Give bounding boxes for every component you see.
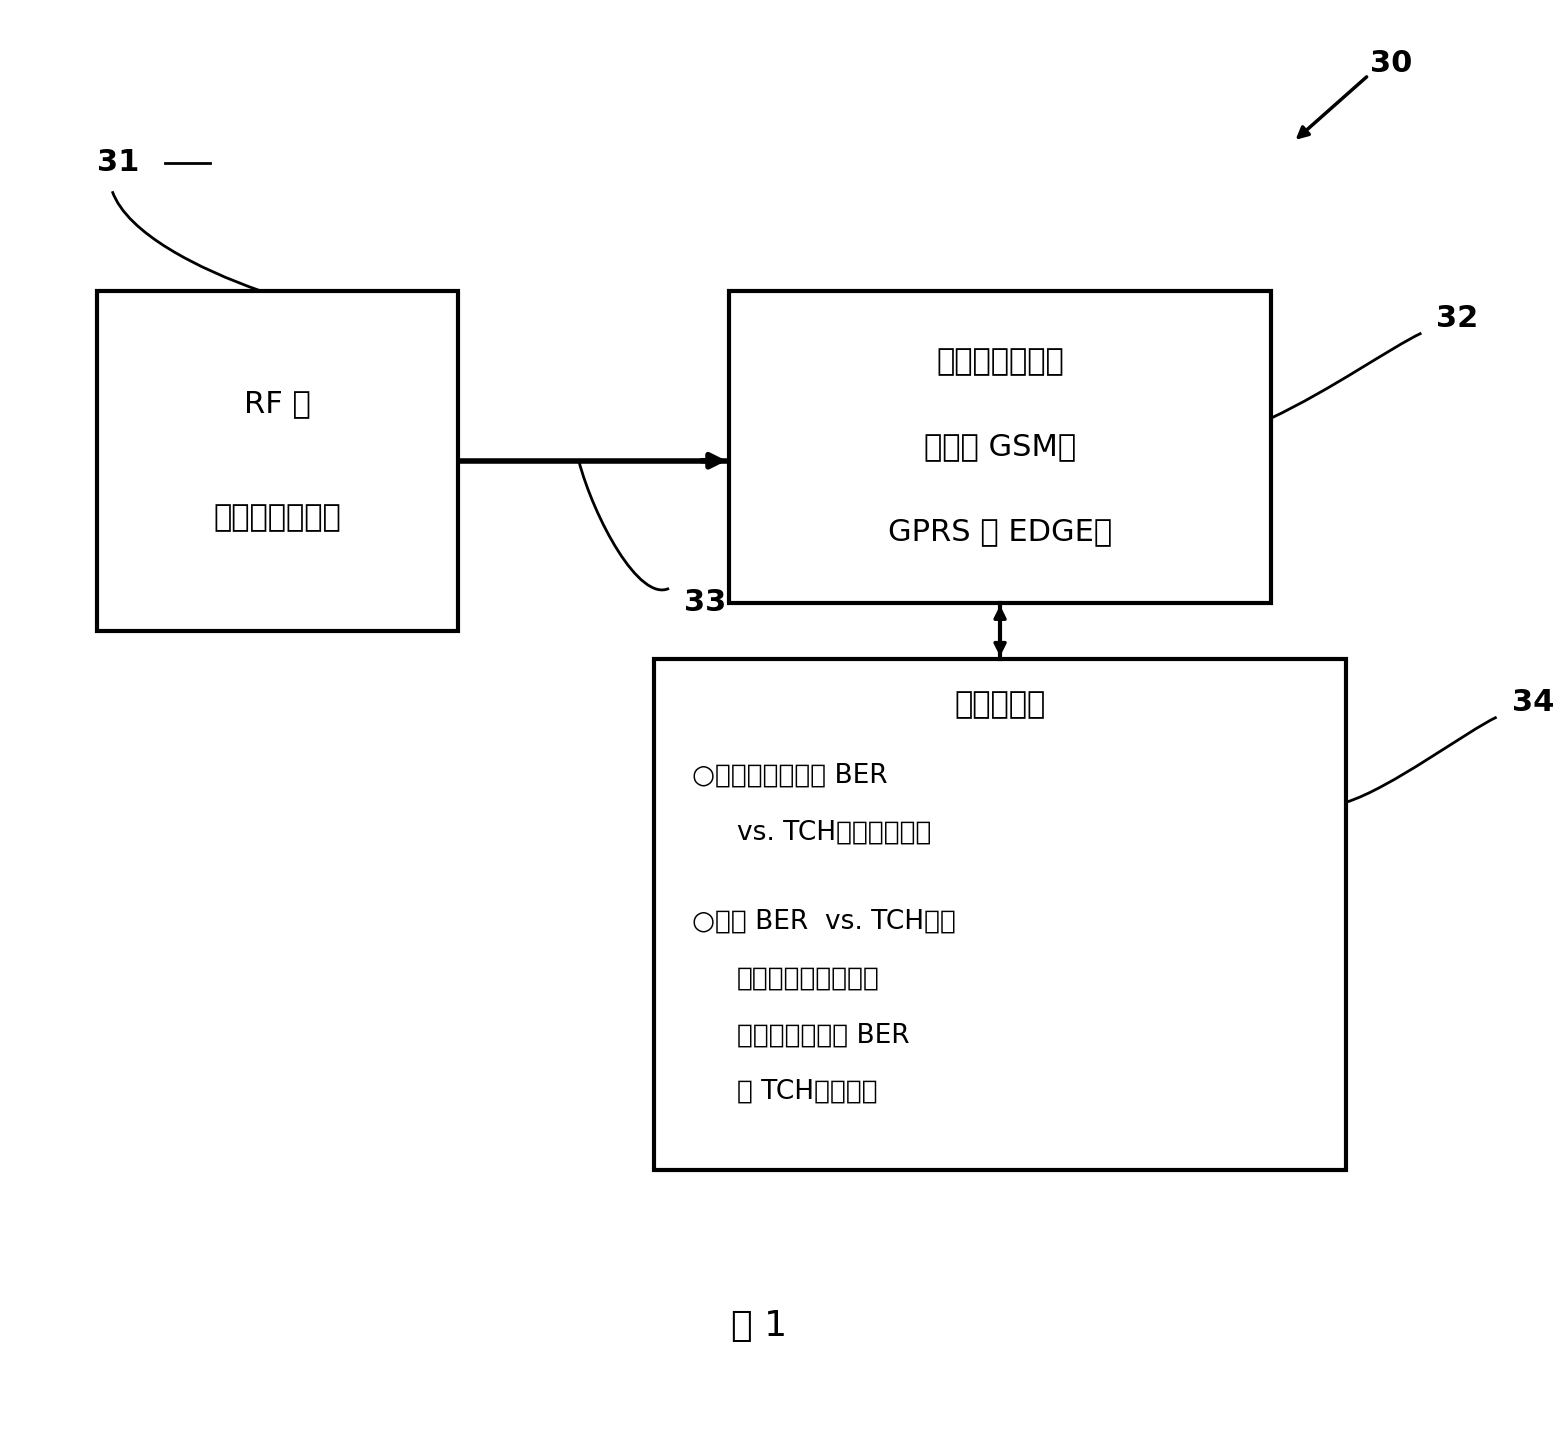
Text: 34: 34 — [1511, 689, 1555, 717]
Bar — [654, 659, 1346, 1170]
Bar — [729, 291, 1271, 603]
Text: 31: 31 — [97, 149, 139, 178]
Text: 的 TCH功率电平: 的 TCH功率电平 — [737, 1078, 877, 1106]
Text: （基站仿真器）: （基站仿真器） — [214, 503, 342, 531]
Text: 图 1: 图 1 — [731, 1309, 787, 1343]
Text: 32: 32 — [1436, 305, 1478, 334]
Text: GPRS 、 EDGE）: GPRS 、 EDGE） — [888, 517, 1111, 546]
Bar — [97, 291, 459, 632]
Text: vs. TCH功率电平函数: vs. TCH功率电平函数 — [737, 819, 930, 845]
Text: 电平函数来确定随后: 电平函数来确定随后 — [737, 965, 879, 991]
Text: 33: 33 — [684, 589, 726, 617]
Text: 30: 30 — [1371, 49, 1413, 79]
Text: 测试控制器: 测试控制器 — [954, 690, 1046, 719]
Text: ○确定初始信道的 BER: ○确定初始信道的 BER — [692, 763, 887, 789]
Text: 信道中所希望的 BER: 信道中所希望的 BER — [737, 1022, 910, 1048]
Text: RF 源: RF 源 — [245, 390, 311, 418]
Text: （例如 GSM、: （例如 GSM、 — [924, 432, 1076, 461]
Text: ○使用 BER  vs. TCH功率: ○使用 BER vs. TCH功率 — [692, 909, 955, 935]
Text: 手持设备接收机: 手持设备接收机 — [937, 347, 1065, 377]
